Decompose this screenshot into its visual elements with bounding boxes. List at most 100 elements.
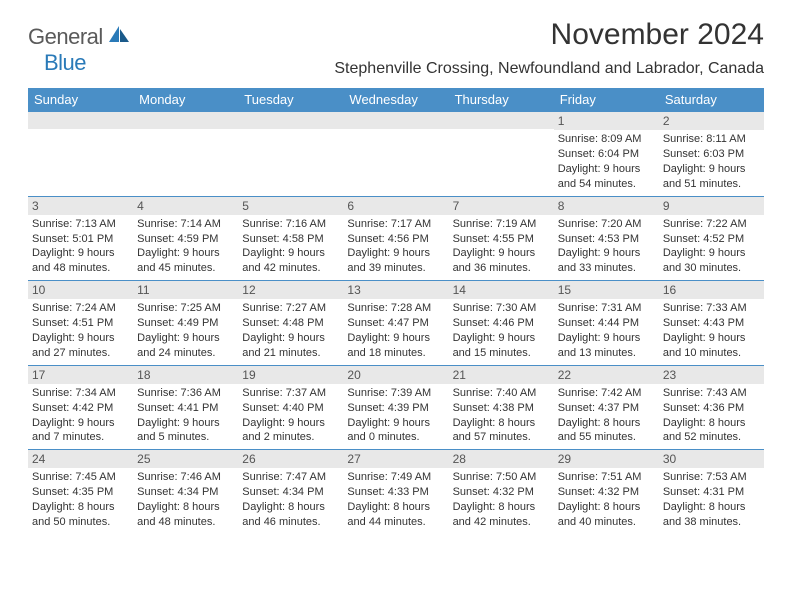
daylight-line-1: Daylight: 8 hours — [242, 500, 339, 515]
sunrise-line: Sunrise: 7:19 AM — [453, 217, 550, 232]
sunrise-line: Sunrise: 7:53 AM — [663, 470, 760, 485]
daylight-line-1: Daylight: 8 hours — [663, 416, 760, 431]
daylight-line-1: Daylight: 8 hours — [558, 416, 655, 431]
day-body: Sunrise: 7:19 AMSunset: 4:55 PMDaylight:… — [449, 215, 554, 280]
sunrise-line: Sunrise: 7:34 AM — [32, 386, 129, 401]
daylight-line-1: Daylight: 9 hours — [137, 416, 234, 431]
daylight-line-2: and 57 minutes. — [453, 430, 550, 445]
sunset-line: Sunset: 4:58 PM — [242, 232, 339, 247]
dow-cell: Tuesday — [238, 88, 343, 111]
day-number: 18 — [133, 366, 238, 384]
daylight-line-1: Daylight: 9 hours — [453, 246, 550, 261]
logo-word2: Blue — [44, 50, 131, 76]
calendar-day: 21Sunrise: 7:40 AMSunset: 4:38 PMDayligh… — [449, 366, 554, 450]
day-body: Sunrise: 7:20 AMSunset: 4:53 PMDaylight:… — [554, 215, 659, 280]
sunset-line: Sunset: 4:51 PM — [32, 316, 129, 331]
day-body: Sunrise: 7:39 AMSunset: 4:39 PMDaylight:… — [343, 384, 448, 449]
daylight-line-1: Daylight: 8 hours — [347, 500, 444, 515]
daylight-line-1: Daylight: 9 hours — [137, 246, 234, 261]
daylight-line-2: and 0 minutes. — [347, 430, 444, 445]
sunset-line: Sunset: 4:35 PM — [32, 485, 129, 500]
calendar-day: 16Sunrise: 7:33 AMSunset: 4:43 PMDayligh… — [659, 281, 764, 365]
day-body: Sunrise: 7:37 AMSunset: 4:40 PMDaylight:… — [238, 384, 343, 449]
day-number — [449, 112, 554, 129]
dow-cell: Wednesday — [343, 88, 448, 111]
sunset-line: Sunset: 4:37 PM — [558, 401, 655, 416]
dow-cell: Saturday — [659, 88, 764, 111]
sunrise-line: Sunrise: 7:37 AM — [242, 386, 339, 401]
day-body: Sunrise: 7:28 AMSunset: 4:47 PMDaylight:… — [343, 299, 448, 364]
daylight-line-2: and 36 minutes. — [453, 261, 550, 276]
daylight-line-1: Daylight: 9 hours — [347, 416, 444, 431]
sunrise-line: Sunrise: 7:46 AM — [137, 470, 234, 485]
day-body: Sunrise: 7:14 AMSunset: 4:59 PMDaylight:… — [133, 215, 238, 280]
day-body: Sunrise: 7:33 AMSunset: 4:43 PMDaylight:… — [659, 299, 764, 364]
sunrise-line: Sunrise: 7:31 AM — [558, 301, 655, 316]
calendar-day: 6Sunrise: 7:17 AMSunset: 4:56 PMDaylight… — [343, 197, 448, 281]
month-title: November 2024 — [334, 18, 764, 52]
daylight-line-1: Daylight: 9 hours — [137, 331, 234, 346]
sunset-line: Sunset: 4:52 PM — [663, 232, 760, 247]
daylight-line-1: Daylight: 9 hours — [663, 331, 760, 346]
daylight-line-2: and 50 minutes. — [32, 515, 129, 530]
day-body: Sunrise: 7:42 AMSunset: 4:37 PMDaylight:… — [554, 384, 659, 449]
calendar-day — [28, 112, 133, 196]
calendar-day: 22Sunrise: 7:42 AMSunset: 4:37 PMDayligh… — [554, 366, 659, 450]
daylight-line-2: and 30 minutes. — [663, 261, 760, 276]
day-body: Sunrise: 7:46 AMSunset: 4:34 PMDaylight:… — [133, 468, 238, 533]
sunset-line: Sunset: 4:36 PM — [663, 401, 760, 416]
day-number: 11 — [133, 281, 238, 299]
logo-word1: General — [28, 24, 103, 49]
day-number: 25 — [133, 450, 238, 468]
day-number: 27 — [343, 450, 448, 468]
daylight-line-1: Daylight: 9 hours — [663, 246, 760, 261]
sunset-line: Sunset: 4:38 PM — [453, 401, 550, 416]
daylight-line-1: Daylight: 9 hours — [663, 162, 760, 177]
daylight-line-1: Daylight: 9 hours — [32, 246, 129, 261]
sunset-line: Sunset: 4:56 PM — [347, 232, 444, 247]
day-number: 17 — [28, 366, 133, 384]
daylight-line-2: and 10 minutes. — [663, 346, 760, 361]
day-number: 28 — [449, 450, 554, 468]
sunrise-line: Sunrise: 7:51 AM — [558, 470, 655, 485]
daylight-line-1: Daylight: 9 hours — [32, 416, 129, 431]
day-body: Sunrise: 7:49 AMSunset: 4:33 PMDaylight:… — [343, 468, 448, 533]
day-of-week-header: SundayMondayTuesdayWednesdayThursdayFrid… — [28, 88, 764, 111]
daylight-line-1: Daylight: 8 hours — [453, 416, 550, 431]
day-body: Sunrise: 7:36 AMSunset: 4:41 PMDaylight:… — [133, 384, 238, 449]
daylight-line-2: and 48 minutes. — [32, 261, 129, 276]
day-body: Sunrise: 7:50 AMSunset: 4:32 PMDaylight:… — [449, 468, 554, 533]
daylight-line-2: and 15 minutes. — [453, 346, 550, 361]
daylight-line-1: Daylight: 8 hours — [32, 500, 129, 515]
sunset-line: Sunset: 4:42 PM — [32, 401, 129, 416]
sunrise-line: Sunrise: 7:39 AM — [347, 386, 444, 401]
daylight-line-2: and 5 minutes. — [137, 430, 234, 445]
sunset-line: Sunset: 4:32 PM — [453, 485, 550, 500]
day-number: 4 — [133, 197, 238, 215]
day-number: 16 — [659, 281, 764, 299]
dow-cell: Sunday — [28, 88, 133, 111]
sunrise-line: Sunrise: 7:45 AM — [32, 470, 129, 485]
day-body: Sunrise: 7:31 AMSunset: 4:44 PMDaylight:… — [554, 299, 659, 364]
sunrise-line: Sunrise: 7:47 AM — [242, 470, 339, 485]
calendar-body: 1Sunrise: 8:09 AMSunset: 6:04 PMDaylight… — [28, 111, 764, 534]
daylight-line-1: Daylight: 9 hours — [558, 162, 655, 177]
daylight-line-1: Daylight: 8 hours — [453, 500, 550, 515]
calendar-day: 9Sunrise: 7:22 AMSunset: 4:52 PMDaylight… — [659, 197, 764, 281]
calendar-day: 25Sunrise: 7:46 AMSunset: 4:34 PMDayligh… — [133, 450, 238, 534]
day-number: 8 — [554, 197, 659, 215]
day-number — [238, 112, 343, 129]
calendar: SundayMondayTuesdayWednesdayThursdayFrid… — [28, 88, 764, 534]
daylight-line-2: and 42 minutes. — [242, 261, 339, 276]
calendar-week: 3Sunrise: 7:13 AMSunset: 5:01 PMDaylight… — [28, 196, 764, 281]
sunset-line: Sunset: 4:46 PM — [453, 316, 550, 331]
sunrise-line: Sunrise: 7:27 AM — [242, 301, 339, 316]
day-body: Sunrise: 7:47 AMSunset: 4:34 PMDaylight:… — [238, 468, 343, 533]
daylight-line-2: and 42 minutes. — [453, 515, 550, 530]
calendar-day: 19Sunrise: 7:37 AMSunset: 4:40 PMDayligh… — [238, 366, 343, 450]
calendar-week: 1Sunrise: 8:09 AMSunset: 6:04 PMDaylight… — [28, 111, 764, 196]
dow-cell: Monday — [133, 88, 238, 111]
day-number: 19 — [238, 366, 343, 384]
day-body: Sunrise: 7:51 AMSunset: 4:32 PMDaylight:… — [554, 468, 659, 533]
daylight-line-2: and 27 minutes. — [32, 346, 129, 361]
